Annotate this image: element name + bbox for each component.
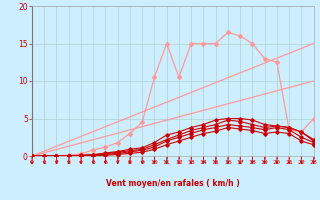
X-axis label: Vent moyen/en rafales ( km/h ): Vent moyen/en rafales ( km/h ) (106, 179, 240, 188)
